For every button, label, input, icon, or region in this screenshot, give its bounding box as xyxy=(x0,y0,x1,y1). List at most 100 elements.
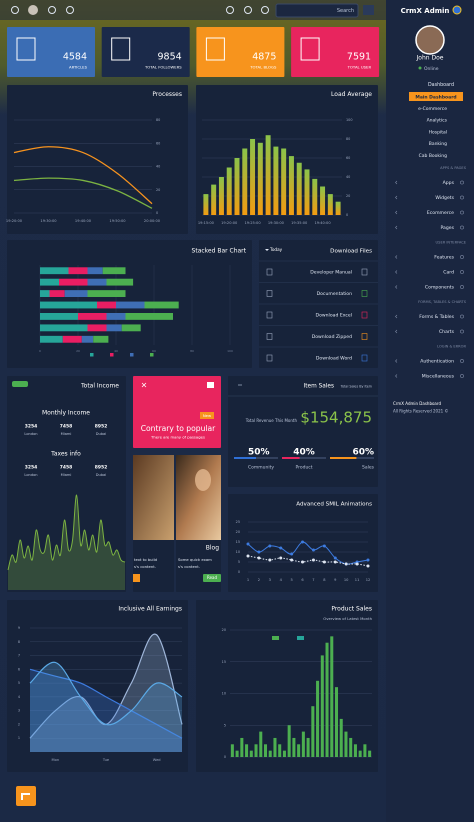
point xyxy=(246,542,250,546)
label: CrmX Admin xyxy=(401,7,450,15)
label[interactable]: Download Excel xyxy=(316,313,352,319)
stat-icon xyxy=(205,37,225,61)
file-icon xyxy=(266,268,273,276)
x-tick-label: 10 xyxy=(344,578,349,582)
bar xyxy=(327,194,333,215)
label[interactable]: Ecommerce xyxy=(427,210,454,216)
bar xyxy=(292,737,296,757)
bar-segment xyxy=(40,313,78,320)
label: Total Sales By Item xyxy=(340,385,372,389)
icon-button[interactable] xyxy=(66,6,74,14)
icon-button[interactable] xyxy=(11,6,19,14)
label[interactable]: Charts xyxy=(439,329,455,335)
menu-icon xyxy=(460,314,464,319)
legend-swatch xyxy=(150,353,154,357)
x-tick-label: 19:40:00 xyxy=(75,219,92,223)
icon-button[interactable] xyxy=(244,6,252,14)
button[interactable] xyxy=(133,574,140,582)
label: Load Average xyxy=(331,91,372,98)
x-tick-label: 12 xyxy=(366,578,371,582)
label[interactable]: Pages xyxy=(440,225,454,231)
label: Advanced SMIL Animations xyxy=(296,502,372,508)
bar xyxy=(301,731,305,757)
label: LOGIN & ERROR xyxy=(437,345,466,349)
file-icon xyxy=(266,290,273,297)
bar-segment xyxy=(106,278,134,286)
label: All Rights Reserved 2021 © xyxy=(393,409,448,414)
label[interactable]: Hospital xyxy=(429,129,447,135)
x-tick-label: 19:40:00 xyxy=(314,221,331,225)
download-icon[interactable] xyxy=(361,290,368,297)
search-box[interactable] xyxy=(275,3,359,18)
label[interactable]: Apps xyxy=(443,180,455,186)
download-icon[interactable] xyxy=(361,268,368,276)
bar xyxy=(245,744,249,757)
label[interactable]: Banking xyxy=(429,141,447,147)
label[interactable]: Components xyxy=(425,285,455,291)
x-tick-label: Mon xyxy=(52,758,60,762)
label[interactable]: Developer Manual xyxy=(310,270,352,276)
menu-button[interactable] xyxy=(363,5,374,15)
label[interactable]: Forms & Tables xyxy=(419,314,454,320)
label[interactable]: e-Commerce xyxy=(418,106,447,112)
label[interactable]: Read xyxy=(207,575,218,580)
stat-card xyxy=(196,27,285,77)
x-tick-label: 5 xyxy=(290,578,292,582)
label: 60% xyxy=(352,448,374,458)
series-line xyxy=(13,146,153,205)
label[interactable]: Features xyxy=(434,255,454,261)
y-tick-label: 15 xyxy=(236,540,240,544)
bar-segment xyxy=(87,278,107,286)
chevron xyxy=(395,374,398,378)
icon-button[interactable] xyxy=(261,6,269,14)
x-tick-label: 19:20:00 xyxy=(221,221,238,225)
x-tick-label: 11 xyxy=(355,578,360,582)
label[interactable]: Cab Booking xyxy=(419,153,447,159)
active-item[interactable] xyxy=(409,92,463,101)
x-tick-label: 19:20:00 xyxy=(6,219,23,223)
label: FORMS, TABLES & CHARTS xyxy=(418,300,467,304)
bar xyxy=(368,750,372,757)
download-icon[interactable] xyxy=(361,354,368,362)
label[interactable]: Download Zipped xyxy=(312,334,352,340)
legend-swatch xyxy=(110,353,114,357)
label[interactable]: Documentation xyxy=(317,291,353,297)
legend-swatch xyxy=(130,353,134,357)
label[interactable]: Miscellaneous xyxy=(422,374,455,380)
card xyxy=(7,600,188,772)
label: Contrary to popular xyxy=(141,424,216,433)
status-dot xyxy=(418,66,422,70)
dropdown-caret xyxy=(265,249,269,251)
point xyxy=(257,550,261,554)
settings-button[interactable] xyxy=(16,786,36,806)
download-icon[interactable] xyxy=(361,333,368,340)
button[interactable] xyxy=(203,574,221,582)
point xyxy=(268,558,272,562)
icon-button[interactable] xyxy=(226,6,234,14)
stat-card xyxy=(7,27,95,77)
y-tick-label: 6 xyxy=(18,667,20,671)
download-icon[interactable] xyxy=(361,311,368,319)
label[interactable]: Card xyxy=(443,270,454,276)
bar-segment xyxy=(68,267,88,275)
bar xyxy=(249,750,253,757)
bar xyxy=(203,194,209,215)
point xyxy=(257,556,261,560)
x-tick-label: 0 xyxy=(39,349,41,353)
label[interactable]: Authentication xyxy=(420,359,454,365)
label: CrmX Admin Dashboard xyxy=(393,401,441,406)
label[interactable]: Analytics xyxy=(427,118,448,124)
bar-segment xyxy=(59,278,88,286)
point xyxy=(322,544,326,548)
chat-icon xyxy=(207,382,214,388)
bar xyxy=(211,184,217,215)
label[interactable]: Today xyxy=(269,247,283,252)
label: 8952 xyxy=(95,465,108,471)
bar xyxy=(311,706,315,757)
label[interactable]: Main Dashboard xyxy=(415,95,456,101)
label: Item Sales xyxy=(304,384,334,390)
icon-button[interactable] xyxy=(48,6,56,14)
label[interactable]: Widgets xyxy=(435,195,454,201)
label: 40% xyxy=(293,448,315,458)
label[interactable]: Download Word xyxy=(316,356,352,362)
